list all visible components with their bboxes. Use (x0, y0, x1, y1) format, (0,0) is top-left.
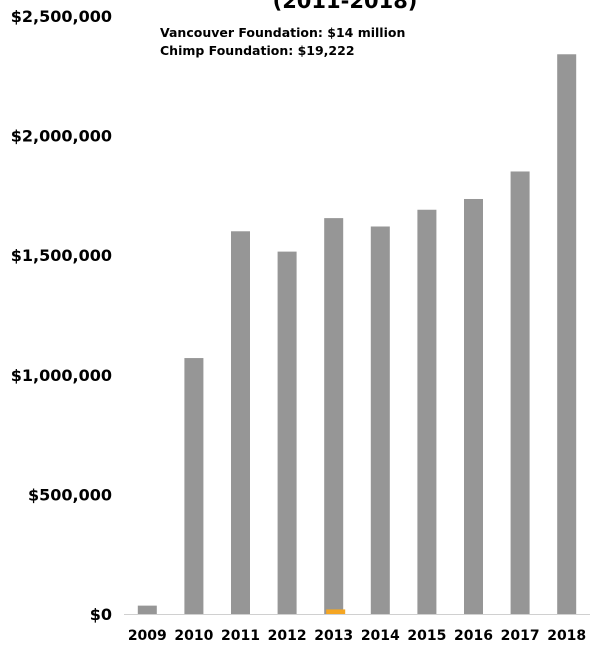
bar-2010 (184, 358, 204, 614)
x-tick-label: 2013 (314, 628, 353, 644)
x-tick-label: 2010 (174, 628, 213, 644)
bar-2013 (324, 218, 344, 614)
chart-title: (2011-2018) (273, 0, 418, 13)
bars (137, 54, 577, 615)
y-tick-label: $0 (90, 605, 112, 624)
x-tick-label: 2011 (221, 628, 260, 644)
bar-2018 (557, 54, 577, 615)
bar-2016 (464, 198, 483, 614)
x-tick-label: 2018 (547, 628, 586, 644)
x-tick-label: 2017 (501, 628, 540, 644)
bar-2017 (510, 171, 530, 615)
x-tick-label: 2014 (361, 628, 400, 644)
annotation-chimp: Chimp Foundation: $19,222 (160, 43, 355, 58)
bar-2011 (231, 231, 250, 614)
annotation-vancouver: Vancouver Foundation: $14 million (160, 25, 405, 40)
bar-2015 (417, 209, 437, 614)
y-tick-label: $1,000,000 (11, 366, 112, 385)
bar-2014 (370, 226, 390, 614)
y-tick-label: $2,500,000 (11, 7, 112, 26)
bar-2013-secondary (326, 609, 346, 614)
x-tick-label: 2015 (407, 628, 446, 644)
y-tick-label: $2,000,000 (11, 127, 112, 146)
x-tick-label: 2012 (268, 628, 307, 644)
bar-2012 (277, 251, 297, 614)
y-tick-label: $500,000 (28, 485, 112, 504)
y-axis: $0 $500,000 $1,000,000 $1,500,000 $2,000,000… (11, 7, 112, 624)
y-tick-label: $1,500,000 (11, 246, 112, 265)
bar-2009 (137, 605, 157, 614)
x-tick-label: 2009 (128, 628, 167, 644)
x-tick-label: 2016 (454, 628, 493, 644)
x-axis: 2009 2010 2011 2012 2013 2014 2015 2016 2017 2018 (124, 614, 590, 644)
